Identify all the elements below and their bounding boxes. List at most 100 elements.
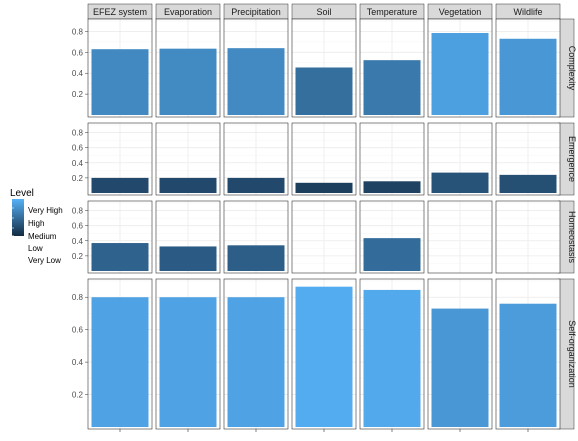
panel-border [155,200,221,274]
y-tick-label: 0.4 [72,358,84,367]
facet-panel [223,122,289,196]
facet-panel [427,18,493,118]
bar [91,177,149,193]
facet-panel [87,18,153,118]
panel-border [223,18,289,118]
facet-row-label: Emergence [567,136,577,182]
facet-header-label: Vegetation [439,7,482,17]
y-tick-label: 0.6 [72,222,84,231]
bar [363,238,421,271]
facet-panel [291,200,357,274]
panel-border [359,200,425,274]
panel-border [359,122,425,196]
facet-grid: EFEZ system Evaporation Precipitation Soil T… [72,3,577,432]
bar [363,289,421,427]
facet-row-strip: Complexity [557,18,577,118]
bar [91,243,149,271]
bar [227,48,285,115]
bar [363,181,421,193]
panel-border [495,122,561,196]
bar [159,177,217,193]
facet-panel [223,18,289,118]
facet-panel [155,278,221,430]
panel-border [223,200,289,274]
facet-header-label: Wildlife [513,7,542,17]
facet-panel [291,122,357,196]
y-tick-label: 0.2 [72,174,84,183]
bar [431,308,489,427]
bar [227,297,285,427]
facet-row-label: Homeostasis [567,211,577,264]
facet-row-strip: Self-organization [557,278,577,430]
facet-header: Precipitation [223,3,289,20]
facet-header-label: Temperature [367,7,418,17]
panel-border [87,122,153,196]
panel-border [495,200,561,274]
legend-label: Very High [28,206,63,215]
facet-panel [87,122,153,196]
y-tick-label: 0.2 [72,90,84,99]
panel-border [155,18,221,118]
bar [227,245,285,271]
facet-panel [223,200,289,274]
y-tick-label: 0.2 [72,391,84,400]
facet-panel [155,122,221,196]
bar [431,172,489,193]
y-tick-label: 0.8 [72,129,84,138]
panel-border [291,18,357,118]
facet-header: Evaporation [155,3,221,20]
facet-panel [359,278,425,430]
legend-label: Medium [28,232,57,241]
facet-row-strip: Homeostasis [557,200,577,274]
facet-header: EFEZ system [87,3,153,20]
bar [363,60,421,115]
y-tick-label: 0.8 [72,27,84,36]
facet-panel [427,200,493,274]
facet-panel [291,18,357,118]
facet-panel [427,278,493,430]
panel-border [223,122,289,196]
facet-header-label: EFEZ system [93,7,147,17]
y-tick-label: 0.8 [72,207,84,216]
panel-border [291,200,357,274]
legend-colorbar [12,199,24,236]
bar [159,48,217,115]
bar [499,38,557,115]
facet-header-label: Precipitation [231,7,281,17]
facet-header-label: Soil [316,7,331,17]
bar [159,297,217,427]
y-tick-label: 0.4 [72,159,84,168]
facet-panel [495,278,561,430]
bar [431,33,489,116]
panel-border [427,18,493,118]
bar [91,297,149,427]
facet-panel [495,18,561,118]
legend-title: Level [10,188,34,199]
bar [227,177,285,193]
y-tick-label: 0.6 [72,326,84,335]
panel-border [427,200,493,274]
facet-row-strip: Emergence [557,122,577,196]
legend-label: Very Low [28,256,61,265]
facet-panel [359,200,425,274]
facet-panel [155,200,221,274]
y-tick-label: 0.4 [72,237,84,246]
legend-label: High [28,219,44,228]
y-tick-label: 0.6 [72,144,84,153]
bar [295,67,353,115]
panel-border [291,122,357,196]
facet-header: Temperature [359,3,425,20]
panel-border [495,18,561,118]
facet-panel [359,18,425,118]
facet-panel [427,122,493,196]
facet-header-label: Evaporation [164,7,212,17]
panel-border [87,200,153,274]
facet-header: Vegetation [427,3,493,20]
facet-panel [223,278,289,430]
bar [159,246,217,271]
facet-row-label: Self-organization [567,320,577,388]
facet-panel [87,278,153,430]
legend: Level Very High High Medium Low Very Low [10,188,63,265]
facet-header: Soil [291,3,357,20]
